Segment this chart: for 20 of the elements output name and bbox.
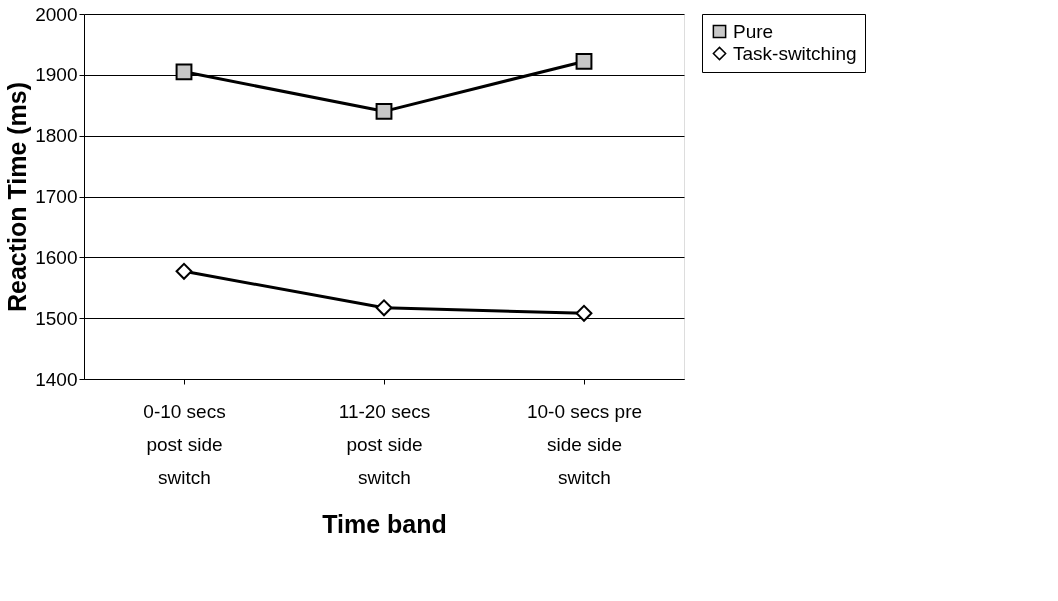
legend-label: Task-switching bbox=[733, 42, 857, 64]
y-tick-label: 2000 bbox=[35, 3, 78, 25]
point bbox=[375, 102, 393, 120]
x-tick-label: 11-20 secs post side switch bbox=[338, 400, 431, 488]
point bbox=[175, 63, 193, 81]
y-tick-label: 1700 bbox=[35, 186, 78, 207]
point bbox=[375, 299, 393, 317]
point bbox=[175, 262, 193, 280]
y-tick-label: 1600 bbox=[35, 246, 78, 268]
point bbox=[575, 53, 593, 70]
x-tick-label: 10-0 secs pre side side switch bbox=[526, 400, 643, 488]
x-tick-label: 0-10 secs post side switch bbox=[143, 400, 226, 488]
x-axis-title: Time band bbox=[322, 509, 447, 538]
y-axis-title: Reaction Time (ms) bbox=[3, 81, 32, 313]
y-tick-label: 1400 bbox=[35, 368, 78, 390]
y-tick-label: 1800 bbox=[35, 125, 78, 147]
point bbox=[575, 304, 593, 322]
y-tick-label: 1500 bbox=[35, 307, 78, 329]
legend-label: Pure bbox=[733, 20, 774, 42]
y-tick-label: 1900 bbox=[35, 64, 78, 86]
